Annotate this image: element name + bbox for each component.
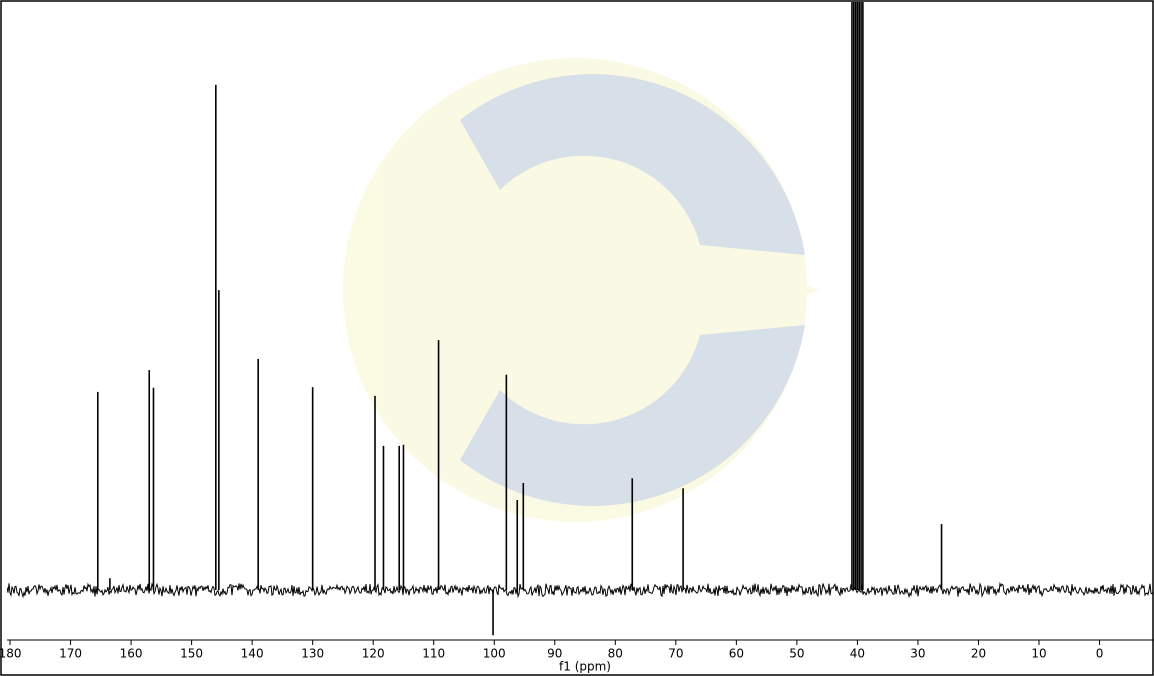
x-axis-label: f1 (ppm) xyxy=(559,660,611,674)
x-tick-label: 90 xyxy=(547,647,562,661)
x-tick-label: 150 xyxy=(180,647,203,661)
x-tick-label: 10 xyxy=(1031,647,1046,661)
x-tick-label: 100 xyxy=(483,647,506,661)
x-tick-label: 70 xyxy=(668,647,683,661)
plot-area xyxy=(7,2,1153,636)
x-tick-label: 50 xyxy=(789,647,804,661)
x-tick-label: 40 xyxy=(850,647,865,661)
x-tick-label: 170 xyxy=(59,647,82,661)
x-tick-label: 20 xyxy=(971,647,986,661)
x-tick-label: 60 xyxy=(729,647,744,661)
x-tick-label: 130 xyxy=(301,647,324,661)
x-tick-label: 80 xyxy=(608,647,623,661)
x-tick-label: 180 xyxy=(0,647,21,661)
x-tick-label: 0 xyxy=(1096,647,1104,661)
baseline-noise xyxy=(7,581,1153,599)
x-tick-label: 160 xyxy=(120,647,143,661)
x-tick-label: 30 xyxy=(910,647,925,661)
x-tick-label: 120 xyxy=(362,647,385,661)
x-tick-label: 140 xyxy=(241,647,264,661)
x-tick-label: 110 xyxy=(422,647,445,661)
watermark xyxy=(343,58,820,522)
